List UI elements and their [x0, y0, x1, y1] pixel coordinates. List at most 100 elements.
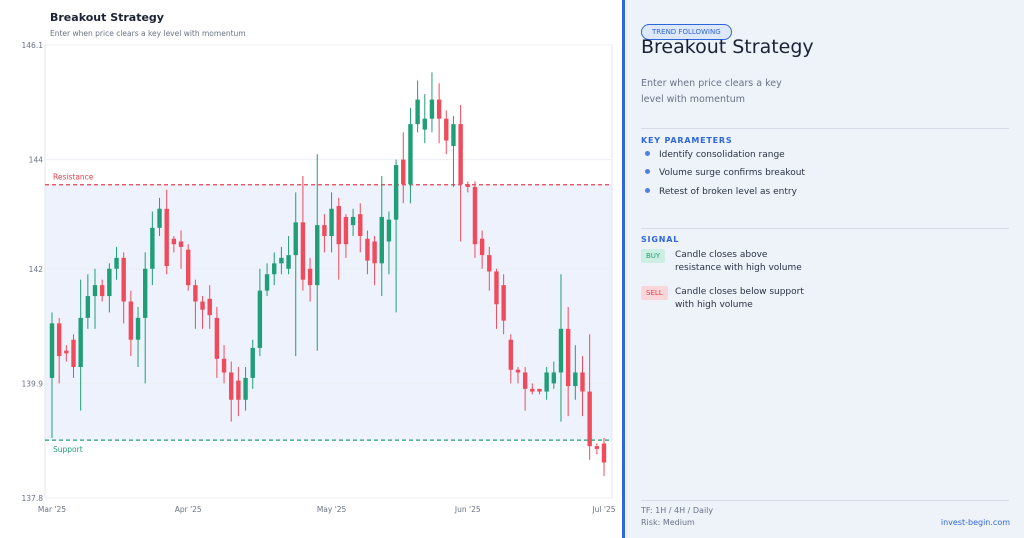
candle-body	[343, 216, 349, 245]
bullet: Volume surge confirms breakout	[645, 168, 805, 178]
candle-body	[422, 118, 427, 130]
candle-body	[107, 268, 112, 297]
y-tick-label: 137.8	[22, 494, 44, 503]
candle-body	[408, 124, 413, 185]
candle-body	[186, 249, 191, 286]
range-band	[45, 184, 612, 441]
candle-body	[479, 238, 485, 256]
badge: TREND FOLLOWING	[641, 24, 732, 40]
candle-body	[393, 165, 399, 220]
candle-body	[508, 339, 514, 370]
candle-body	[336, 206, 341, 245]
candle-body	[207, 298, 212, 316]
candle-body	[243, 377, 248, 400]
candle-body	[49, 323, 55, 378]
candle-body	[472, 186, 478, 245]
side-panel: TREND FOLLOWING Breakout Strategy Enter …	[622, 0, 1024, 538]
signal-text: Candle closes below support with high vo…	[675, 287, 804, 310]
chart: Breakout Strategy Enter when price clear…	[22, 11, 616, 514]
x-tick-label: Jul '25	[591, 505, 615, 514]
candle-body	[279, 257, 284, 264]
y-tick-label: 144	[29, 156, 44, 165]
candle-body	[71, 339, 76, 368]
x-tick-label: Jun '25	[454, 505, 481, 514]
candle-body	[436, 99, 442, 119]
candle-body	[551, 372, 557, 384]
candle-body	[515, 369, 521, 373]
candle-body	[92, 285, 98, 297]
section-heading: SIGNAL	[641, 235, 680, 244]
candle-body	[171, 238, 177, 245]
bullet: Retest of broken level as entry	[645, 187, 797, 197]
candle-body	[164, 208, 169, 267]
candle-body	[465, 184, 470, 187]
y-tick-label: 146.1	[22, 41, 44, 50]
candle-body	[451, 124, 456, 146]
bullet: Identify consolidation range	[645, 150, 785, 160]
candle-body	[135, 317, 141, 340]
x-tick-label: May '25	[317, 505, 347, 514]
candle-body	[601, 443, 607, 463]
candle-body	[372, 241, 377, 264]
candle-body	[322, 225, 327, 237]
candle-body	[307, 268, 313, 286]
candle-body	[530, 388, 535, 392]
x-tick-label: Apr '25	[175, 505, 202, 514]
x-tick-label: Mar '25	[38, 505, 66, 514]
candle-body	[401, 159, 406, 185]
candle-body	[594, 446, 600, 449]
candle-body	[558, 328, 564, 373]
candle-body	[200, 301, 205, 310]
candle-body	[64, 350, 69, 354]
candle-body	[544, 372, 549, 392]
candle-body	[142, 268, 148, 318]
buy-tag: BUY	[641, 249, 666, 263]
candle-body	[565, 328, 571, 387]
divider	[641, 500, 1009, 501]
level-label: Resistance	[53, 173, 94, 182]
site-link[interactable]: invest-begin.com	[940, 518, 1010, 527]
candle-body	[379, 216, 384, 264]
candle-body	[537, 388, 542, 392]
candle-body	[358, 214, 363, 237]
candle-body	[229, 372, 234, 400]
chart-subtitle: Enter when price clears a key level with…	[50, 29, 246, 38]
candle-body	[214, 317, 220, 359]
chart-title: Breakout Strategy	[50, 11, 164, 24]
candle-body	[272, 263, 277, 275]
candle-body	[99, 285, 105, 297]
candle-body	[286, 255, 291, 269]
candle-body	[178, 241, 184, 247]
candle-body	[580, 372, 585, 392]
candle-body	[121, 257, 126, 302]
candle-body	[444, 118, 449, 141]
candle-body	[114, 257, 119, 269]
timeframe: TF: 1H / 4H / Daily	[641, 506, 714, 515]
divider	[641, 128, 1009, 129]
candle-body	[429, 99, 435, 119]
panel-description: Enter when price clears a key level with…	[641, 78, 782, 105]
y-tick-label: 142	[29, 265, 44, 274]
y-tick-label: 139.9	[22, 379, 44, 388]
candle-body	[157, 208, 162, 228]
candle-body	[494, 271, 499, 305]
candle-body	[236, 380, 241, 400]
candle-body	[193, 285, 198, 302]
candle-body	[487, 255, 492, 272]
candle-body	[128, 301, 134, 340]
candle-body	[257, 290, 263, 348]
candle-body	[415, 99, 420, 125]
sell-tag: SELL	[641, 286, 668, 300]
candle-body	[458, 124, 463, 185]
candle-body	[329, 208, 334, 237]
candle-body	[315, 225, 320, 286]
signal-text: Candle closes above resistance with high…	[675, 250, 802, 273]
divider	[641, 228, 1009, 229]
candle-body	[78, 317, 83, 368]
panel-title: Breakout Strategy	[641, 36, 814, 58]
candle-body	[85, 296, 91, 318]
risk: Risk: Medium	[641, 518, 695, 527]
section-heading: KEY PARAMETERS	[641, 136, 733, 145]
candle-body	[501, 285, 506, 321]
candle-body	[221, 358, 227, 373]
